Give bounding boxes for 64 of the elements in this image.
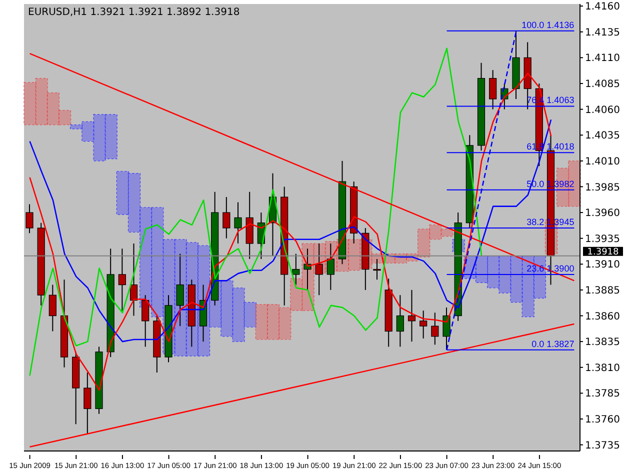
y-tick-label: 1.4160 [585,2,620,13]
ref-line-label: 1.3918 [587,247,620,258]
candlestick [315,243,323,296]
y-tick-label: 1.3835 [585,337,620,348]
bar [510,256,523,303]
candlestick [84,372,92,435]
bar [220,280,234,337]
candlestick [326,243,334,290]
bar [58,110,72,126]
candlestick [118,248,126,312]
y-tick-label: 1.4060 [585,104,620,116]
bar [116,170,129,215]
candlestick [396,294,404,348]
bar [93,114,106,162]
bar [24,82,36,126]
bar [104,114,118,160]
bar [82,121,94,142]
ref-line-label: 0.0 1.3827 [532,338,574,349]
y-tick-label: 1.4035 [585,130,620,142]
bar [266,304,280,340]
bar [70,124,83,130]
candlestick [234,202,242,244]
bar [244,302,256,328]
bar [128,173,141,232]
y-tick-label: 1.4110 [585,53,620,64]
y-tick-label: 1.3760 [585,414,620,426]
y-tick-label: 1.3885 [585,286,620,297]
y-tick-label: 1.3985 [585,182,620,194]
y-tick-label: 1.3910 [585,260,620,271]
bar [440,228,454,237]
candlestick [373,258,381,280]
bar [429,224,442,240]
y-tick-label: 1.4135 [585,27,620,38]
candlestick [489,70,497,110]
candlestick [222,196,230,239]
bar [255,304,268,340]
candlestick [130,243,138,316]
bar [232,288,245,342]
candlestick [431,312,439,346]
candlestick [442,307,450,350]
y-tick-label: 1.4010 [585,156,620,168]
y-tick-label: 1.3860 [585,311,620,322]
y-tick-label: 1.3935 [585,234,620,245]
y-tick-label: 1.3810 [585,362,620,374]
chart-title: EURUSD,H1 1.3921 1.3921 1.3892 1.3918 [28,7,240,18]
bar [46,92,60,126]
y-tick-label: 1.3735 [585,440,620,452]
bar [35,78,48,126]
candlestick [142,294,150,348]
y-tick-label: 1.3960 [585,208,620,220]
y-tick-label: 1.4085 [585,79,620,90]
ref-line-label: 76.4 1.4063 [526,95,574,106]
candlestick [408,289,416,342]
line-series [29,48,482,376]
candlestick [26,204,34,234]
bar [418,228,430,258]
y-tick-label: 1.3785 [585,388,620,400]
candlestick [420,310,428,339]
ref-line-label: 100.0 1.4136 [522,20,574,30]
bar [278,307,292,340]
candlestick [292,253,300,286]
candlestick [176,253,184,327]
bar [151,207,164,318]
candlestick [48,284,56,332]
